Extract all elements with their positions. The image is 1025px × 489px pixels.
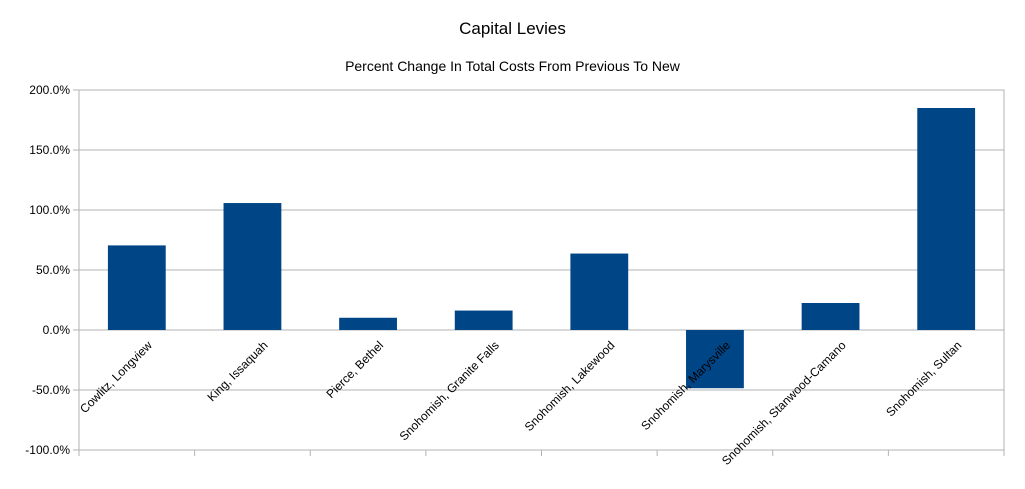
y-tick-label: 0.0% — [43, 323, 71, 337]
category-label: Cowlitz, Longview — [77, 338, 155, 416]
category-label: Snohomish, Lakewood — [522, 338, 618, 434]
bar-1 — [107, 245, 166, 330]
category-label: King, Issaquah — [205, 338, 271, 404]
category-label: Pierce, Bethel — [323, 338, 386, 401]
y-tick-label: 200.0% — [29, 83, 70, 97]
bar-3 — [339, 317, 397, 330]
chart-title: Capital Levies — [459, 19, 566, 38]
bar-8 — [917, 108, 976, 330]
y-tick-label: -50.0% — [32, 383, 70, 397]
y-tick-label: 150.0% — [29, 143, 70, 157]
y-tick-label: 100.0% — [29, 203, 70, 217]
bar-7 — [801, 303, 860, 330]
bar-5 — [570, 253, 629, 330]
category-label: Snohomish, Granite Falls — [397, 338, 502, 443]
category-label: Snohomish, Sultan — [883, 338, 964, 419]
bar-6 — [686, 330, 744, 389]
chart-subtitle: Percent Change In Total Costs From Previ… — [345, 58, 680, 74]
y-tick-label: -100.0% — [25, 443, 70, 457]
bar-2 — [223, 203, 282, 330]
y-tick-label: 50.0% — [36, 263, 70, 277]
bar-4 — [454, 310, 513, 330]
